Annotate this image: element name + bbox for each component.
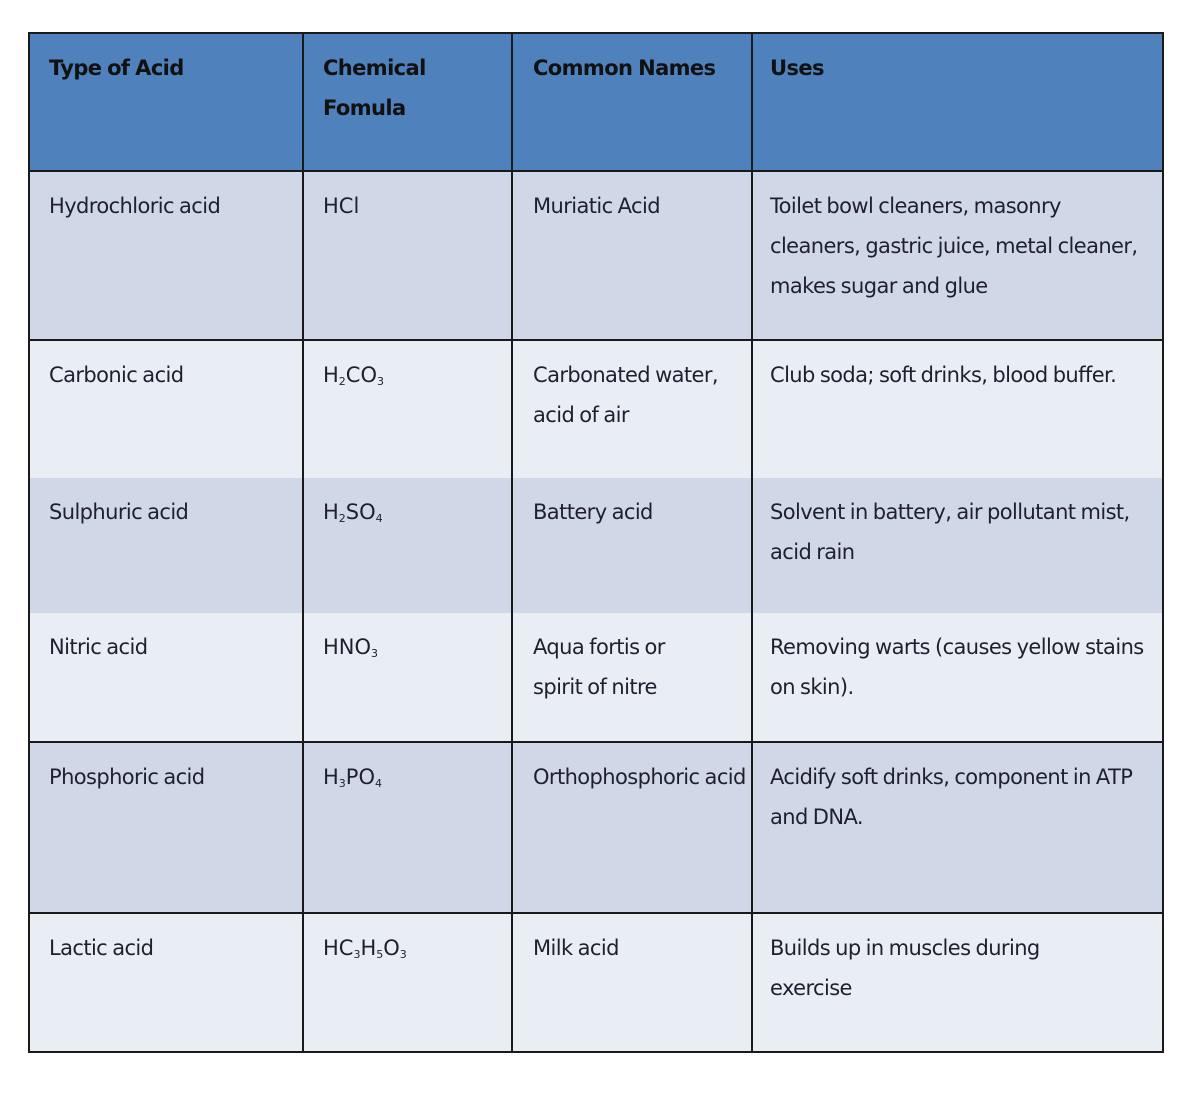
cell-formula: HC3H5O3 [302,913,513,1053]
cell-uses: Solvent in battery, air pollutant mist, … [751,478,1164,613]
cell-acid-type: Phosphoric acid [28,742,304,914]
cell-uses: Builds up in muscles during exercise [751,913,1164,1053]
table-row: Nitric acid HNO3 Aqua fortis or spirit o… [28,613,1164,743]
cell-common-names: Milk acid [511,913,753,1053]
formula-subscript: 3 [338,777,346,790]
cell-formula: H3PO4 [302,742,513,914]
formula-subscript: 2 [338,512,346,525]
formula-subscript: 2 [338,375,346,388]
formula-subscript: 3 [399,948,407,961]
cell-acid-type: Sulphuric acid [28,478,304,613]
cell-uses: Toilet bowl cleaners, masonry cleaners, … [751,171,1164,341]
cell-acid-type: Lactic acid [28,913,304,1053]
header-type-of-acid: Type of Acid [28,32,304,172]
cell-acid-type: Hydrochloric acid [28,171,304,341]
formula-subscript: 4 [375,777,382,790]
header-common-names: Common Names [511,32,753,172]
cell-formula: H2CO3 [302,340,513,478]
cell-common-names: Battery acid [511,478,753,613]
cell-formula: HNO3 [302,613,513,743]
acids-table: Type of Acid Chemical Fomula Common Name… [28,32,1164,1053]
cell-acid-type: Carbonic acid [28,340,304,478]
header-uses: Uses [751,32,1164,172]
cell-common-names: Muriatic Acid [511,171,753,341]
formula-subscript: 4 [375,512,383,525]
acids-table-container: Type of Acid Chemical Fomula Common Name… [28,32,1164,1053]
cell-common-names: Aqua fortis or spirit of nitre [511,613,753,743]
table-header-row: Type of Acid Chemical Fomula Common Name… [28,32,1164,172]
formula-subscript: 3 [353,948,361,961]
table-row: Hydrochloric acid HCl Muriatic Acid Toil… [28,171,1164,341]
cell-formula: H2SO4 [302,478,513,613]
cell-uses: Acidify soft drinks, component in ATP an… [751,742,1164,914]
cell-uses: Removing warts (causes yellow stains on … [751,613,1164,743]
formula-subscript: 3 [371,647,379,660]
cell-common-names: Carbonated water, acid of air [511,340,753,478]
cell-common-names: Orthophosphoric acid [511,742,753,914]
cell-acid-type: Nitric acid [28,613,304,743]
table-row: Sulphuric acid H2SO4 Battery acid Solven… [28,478,1164,613]
header-chemical-formula: Chemical Fomula [302,32,513,172]
formula-subscript: 3 [377,375,384,388]
table-row: Phosphoric acid H3PO4 Orthophosphoric ac… [28,742,1164,914]
formula-subscript: 5 [376,948,384,961]
cell-uses: Club soda; soft drinks, blood buffer. [751,340,1164,478]
table-row: Lactic acid HC3H5O3 Milk acid Builds up … [28,913,1164,1053]
cell-formula: HCl [302,171,513,341]
table-row: Carbonic acid H2CO3 Carbonated water, ac… [28,340,1164,478]
